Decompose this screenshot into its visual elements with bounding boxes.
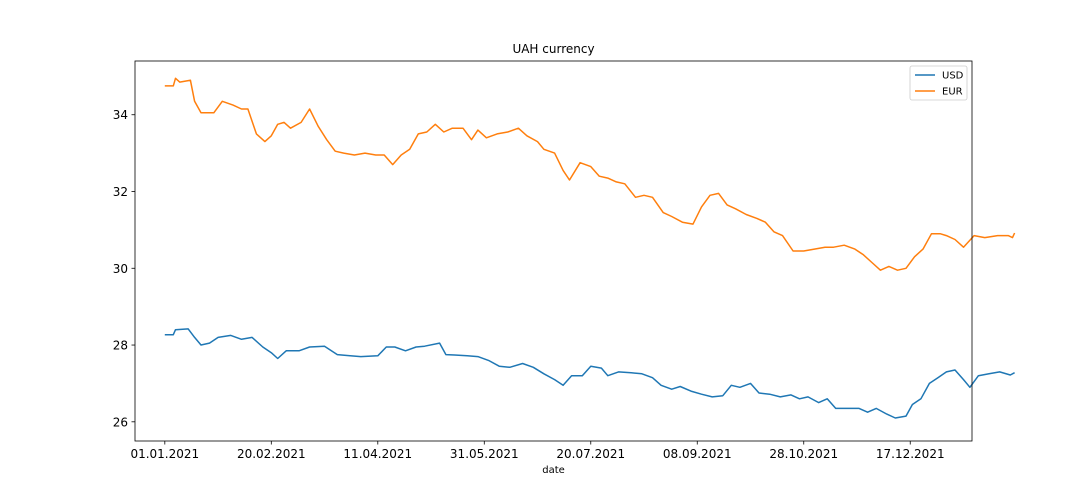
y-tick-label: 28 [113, 339, 128, 353]
x-tick-label: 11.04.2021 [343, 447, 412, 461]
legend-label-eur: EUR [942, 87, 963, 98]
legend: USD EUR [909, 65, 968, 101]
y-axis: 26 28 30 32 34 [113, 108, 135, 429]
x-tick-label: 01.01.2021 [130, 447, 199, 461]
x-tick-label: 31.05.2021 [450, 447, 519, 461]
chart-title: UAH currency [512, 42, 594, 56]
series-line-usd [164, 328, 1015, 419]
x-tick-label: 17.12.2021 [876, 447, 945, 461]
series-line-eur [164, 77, 1016, 271]
y-tick-label: 32 [113, 185, 128, 199]
legend-label-usd: USD [942, 71, 964, 82]
y-tick-label: 34 [113, 108, 128, 122]
x-axis: 01.01.2021 20.02.2021 11.04.2021 31.05.2021… [130, 441, 945, 461]
y-tick-label: 26 [113, 415, 128, 429]
y-tick-label: 30 [113, 262, 128, 276]
x-tick-label: 20.07.2021 [556, 447, 625, 461]
x-axis-label: date [542, 465, 565, 476]
plot-frame [134, 60, 973, 442]
series-layer [164, 77, 1016, 419]
x-tick-label: 20.02.2021 [237, 447, 306, 461]
x-tick-label: 28.10.2021 [769, 447, 838, 461]
x-tick-label: 08.09.2021 [663, 447, 732, 461]
